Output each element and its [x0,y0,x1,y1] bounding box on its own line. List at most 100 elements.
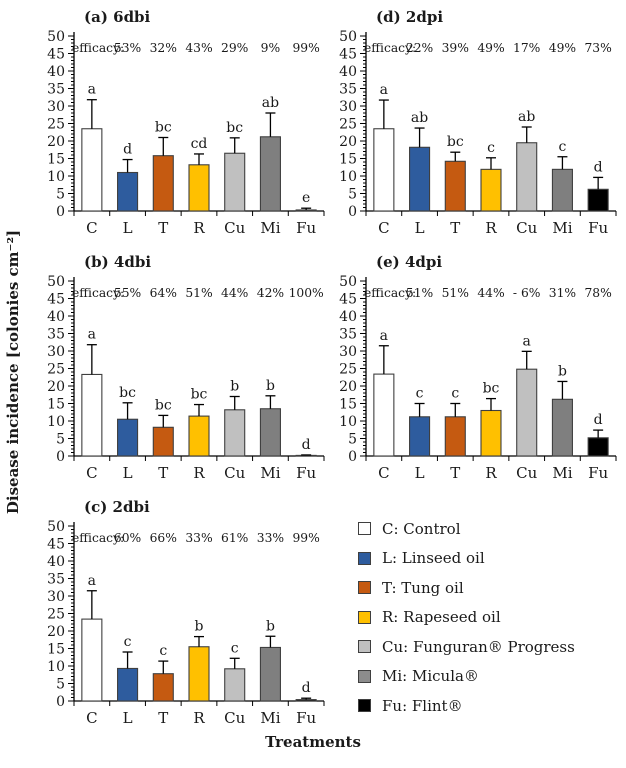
x-axis: C L T R Cu Mi Fu [73,210,325,237]
sig-letter-T: bc [155,120,172,136]
sig-letter-Fu: e [302,190,310,206]
x-tick-label-L: L [123,709,133,727]
x-tick-label-R: R [485,464,497,482]
sig-letter-R: bc [483,381,500,397]
y-tick-label: 0 [348,449,357,465]
efficacy-prefix: efficacy: [72,531,124,545]
x-tick-label-T: T [158,709,168,727]
bar-Fu [587,188,609,212]
bar-Cu [224,409,246,457]
efficacy-value-R: 33% [185,531,212,545]
bar-R [480,168,502,212]
x-tick-label-Fu: Fu [296,709,316,727]
x-tick-label-T: T [450,219,460,237]
legend-swatch-T [358,581,371,595]
efficacy-value-Fu: 73% [584,41,611,55]
legend-label-Fu: Fu: Flint® [382,696,463,715]
efficacy-value-Cu: 44% [221,286,248,300]
efficacy-row: efficacy:53% 32% 43% 29% 9% 99% [72,41,320,55]
x-axis: C L T R Cu Mi Fu [365,455,617,482]
legend-label-L: L: Linseed oil [382,549,485,568]
sig-letter-C: a [88,327,96,343]
y-tick-label: 50 [47,519,65,535]
y-tick-label: 30 [47,589,65,605]
y-tick-label: 15 [339,397,357,413]
bars [81,373,317,457]
y-tick-label: 10 [47,169,65,185]
y-tick-label: 40 [339,309,357,325]
chart-e-title: (e) 4dpi [376,253,442,271]
x-tick-label-C: C [378,464,389,482]
legend-label-Cu: Cu: Funguran® Progress [382,637,575,656]
y-tick-label: 30 [339,99,357,115]
bar-R [188,164,210,212]
y-tick-label: 15 [47,642,65,658]
bar-R [188,646,210,702]
y-tick-label: 30 [339,344,357,360]
sig-letter-C: a [380,82,388,98]
efficacy-value-Cu: 29% [221,41,248,55]
sig-letter-Mi: ab [262,95,279,111]
bar-T [444,160,466,212]
bar-Mi [259,408,281,457]
x-tick-label-T: T [158,219,168,237]
legend-item-T: T: Tung oil [358,573,608,603]
chart-c-title: (c) 2dbi [84,498,150,516]
y-tick-label: 5 [348,187,357,203]
y-tick-label: 20 [339,379,357,395]
x-tick-label-Mi: Mi [552,219,572,237]
chart-panel-c: (c) 2dbi 0 5 10 15 20 25 30 35 40 45 50 C L T R Cu Mi Fu ef… [34,496,330,738]
x-tick-label-L: L [415,219,425,237]
sig-letter-Mi: b [266,618,275,634]
efficacy-value-T: 66% [150,531,177,545]
y-tick-label: 25 [47,362,65,378]
y-tick-label: 35 [47,82,65,98]
sig-letter-Cu: c [231,640,239,656]
bar-L [409,146,431,212]
efficacy-value-Mi: 9% [261,41,281,55]
sig-letter-Fu: d [302,437,311,453]
y-tick-label: 40 [47,309,65,325]
bar-R [480,409,502,457]
x-tick-label-Cu: Cu [516,464,537,482]
sig-letters: a bc bc bc b b d [88,327,311,453]
x-tick-label-Mi: Mi [260,709,280,727]
bar-T [444,416,466,457]
sig-letter-Cu: b [230,379,239,395]
efficacy-value-R: 44% [477,286,504,300]
x-tick-label-Cu: Cu [224,464,245,482]
y-axis-label: Disease incidence [colonies cm⁻²] [4,229,22,515]
y-tick-label: 35 [47,572,65,588]
efficacy-prefix: efficacy: [72,286,124,300]
sig-letter-Mi: b [558,363,567,379]
sig-letter-T: bc [447,134,464,150]
sig-letter-L: d [123,142,132,158]
y-tick-label: 20 [47,134,65,150]
y-tick-label: 45 [47,292,65,308]
efficacy-value-Fu: 99% [292,41,319,55]
efficacy-value-L: 53% [114,41,141,55]
x-tick-label-C: C [378,219,389,237]
x-tick-label-Cu: Cu [224,219,245,237]
x-tick-label-R: R [485,219,497,237]
efficacy-value-L: 51% [406,286,433,300]
efficacy-value-L: 55% [114,286,141,300]
legend-item-L: L: Linseed oil [358,544,608,574]
x-tick-label-Fu: Fu [588,464,608,482]
x-tick-label-L: L [123,219,133,237]
legend-item-R: R: Rapeseed oil [358,603,608,633]
chart-a-title: (a) 6dbi [84,8,151,26]
y-tick-label: 5 [56,187,65,203]
legend-swatch-Mi [358,669,371,683]
y-tick-label: 50 [47,274,65,290]
x-axis: C L T R Cu Mi Fu [73,700,325,727]
y-tick-label: 20 [47,379,65,395]
sig-letter-Mi: b [266,378,275,394]
bar-Cu [516,368,538,457]
bar-C [81,618,103,702]
